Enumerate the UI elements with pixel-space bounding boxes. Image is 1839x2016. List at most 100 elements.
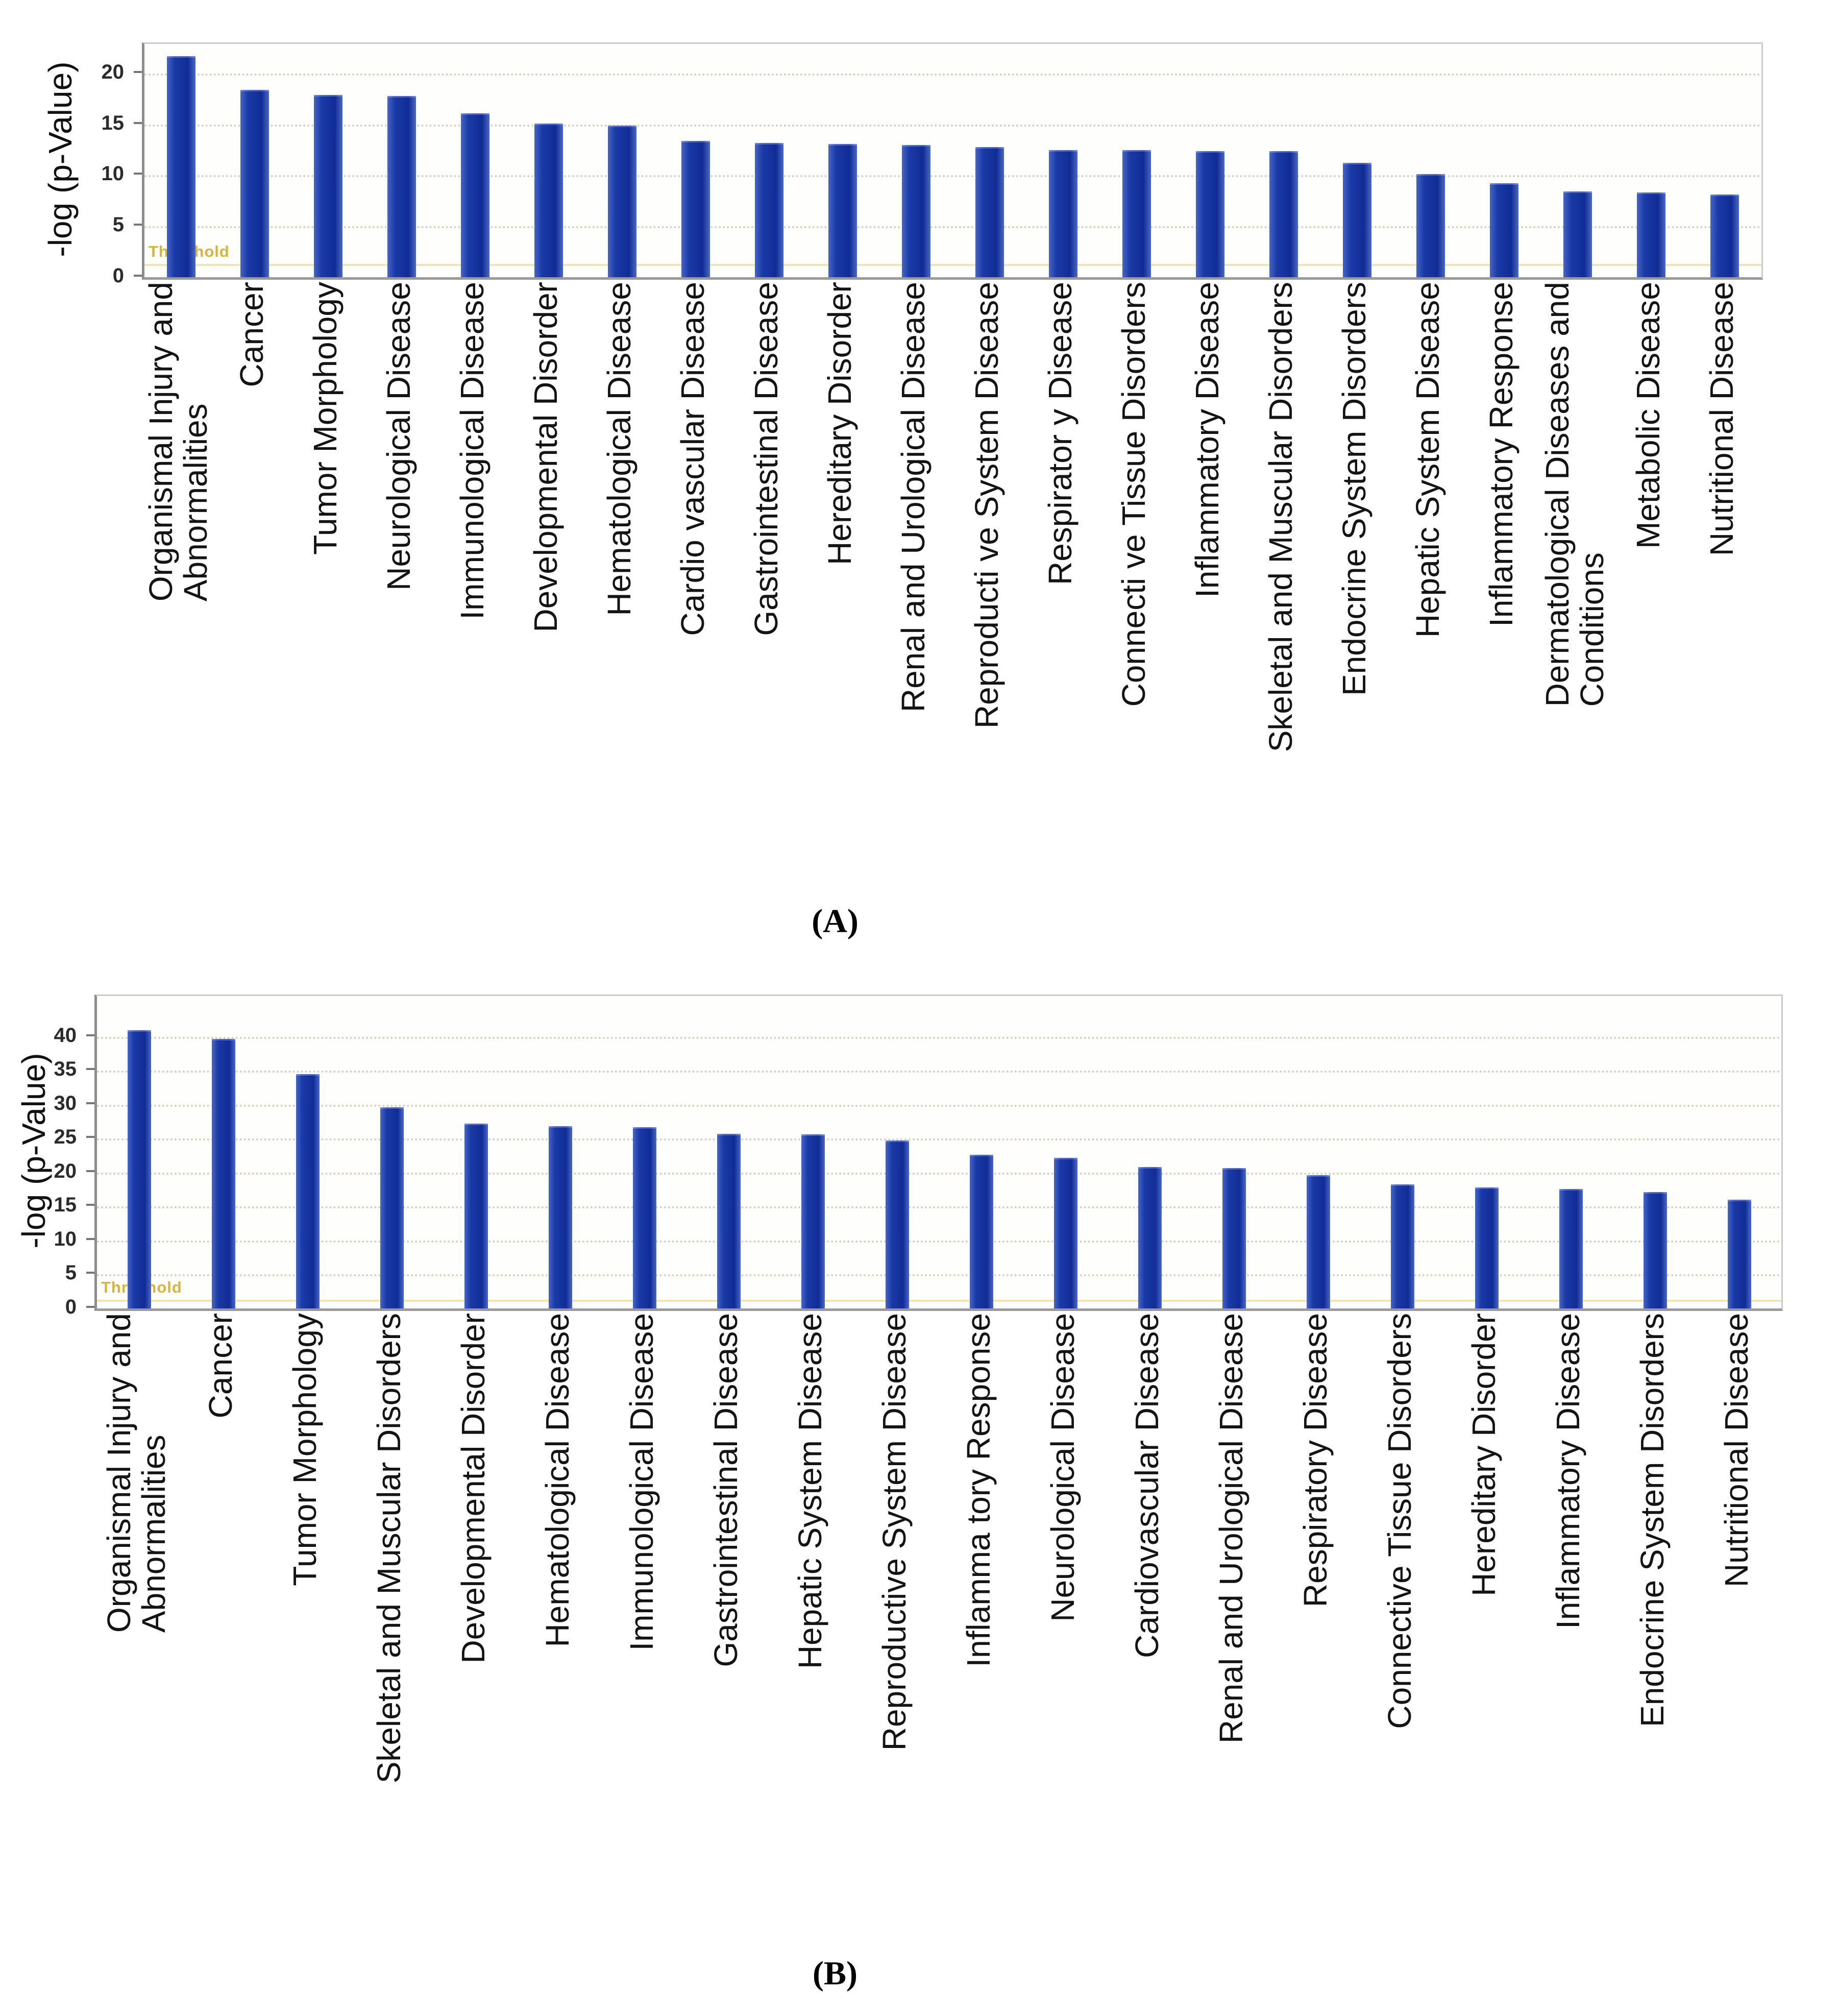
gridline-y-20 (97, 1172, 1781, 1175)
bar-inflammatory-response (1490, 183, 1518, 277)
x-axis-label: Organismal Injury and Abnormalities (142, 282, 214, 602)
gridline-y-35 (97, 1071, 1781, 1073)
y-tick-mark (86, 1068, 94, 1071)
bar-connective-tissue-disorders (1390, 1184, 1414, 1308)
y-tick-label: 0 (112, 264, 124, 287)
x-axis-label: Gastrointestinal Disease (707, 1313, 744, 1667)
bar-reproducti-ve-system-disease (975, 147, 1004, 277)
gridline-y-15 (97, 1206, 1781, 1209)
x-axis-label: Renal and Urological Disease (1212, 1313, 1249, 1744)
bar-inflammatory-disease (1196, 151, 1224, 277)
y-tick-label: 40 (54, 1024, 77, 1047)
gridline-y-40 (97, 1036, 1781, 1039)
bar-connecti-ve-tissue-disorders (1122, 150, 1151, 277)
x-axis-label: Nutritional Disease (1718, 1313, 1755, 1588)
gridline-y-5 (97, 1274, 1781, 1277)
bar-tumor-morphology (296, 1074, 320, 1308)
bar-dermatological-diseases-and-conditions (1563, 191, 1592, 277)
x-axis-label: Cardio vascular Disease (674, 282, 712, 636)
x-axis-label: Skeletal and Muscular Disorders (370, 1313, 407, 1784)
x-axis-label: Connective Tissue Disorders (1381, 1313, 1418, 1729)
bar-inflammatory-disease (1559, 1188, 1583, 1308)
x-axis-label: Metabolic Disease (1630, 282, 1667, 549)
bar-reproductive-system-disease (885, 1140, 909, 1308)
panel-caption-b: (B) (813, 1955, 857, 1992)
y-tick-mark (86, 1034, 94, 1036)
x-axis-label: Cancer (233, 282, 271, 387)
bar-immunological-disease (461, 113, 489, 277)
x-axis-label: Endocrine System Disorders (1336, 282, 1373, 696)
bar-hepatic-system-disease (1416, 174, 1445, 277)
gridline-y-10 (97, 1240, 1781, 1243)
bar-endocrine-system-disorders (1343, 163, 1371, 277)
gridline-y-20 (144, 73, 1761, 76)
y-tick-mark (86, 1170, 94, 1172)
x-axis-label: Inflammatory Disease (1189, 282, 1226, 598)
bar-nutritional-disease (1727, 1200, 1751, 1308)
bar-renal-and-urological-disease (902, 144, 930, 277)
x-axis-label: Hematological Disease (601, 282, 638, 616)
bar-cardiovascular-disease (1138, 1167, 1162, 1308)
y-axis-title-b: -log (p-Value) (15, 1053, 52, 1249)
plot-area-b: Threshold (94, 994, 1783, 1311)
x-axis-label: Hematological Disease (538, 1313, 576, 1647)
bar-hereditary-disorder (828, 143, 857, 277)
bar-cancer (211, 1038, 235, 1308)
y-tick-mark (86, 1306, 94, 1308)
x-axis-label: Hepatic System Disease (791, 1313, 828, 1669)
x-axis-label: Respiratory Disease (1296, 1313, 1334, 1608)
bar-inflamma-tory-response (969, 1155, 993, 1308)
bar-nutritional-disease (1710, 195, 1739, 277)
y-tick-mark (86, 1102, 94, 1104)
x-axis-label: Inflammatory Disease (1549, 1313, 1586, 1629)
x-axis-label: Renal and Urological Disease (895, 282, 932, 713)
y-tick-mark (86, 1237, 94, 1240)
x-axis-label: Reproductive System Disease (875, 1313, 913, 1751)
gridline-y-10 (144, 175, 1761, 178)
y-tick-label: 15 (101, 111, 125, 134)
y-tick-label: 0 (65, 1296, 77, 1318)
x-axis-label: Developmental Disorder (527, 282, 565, 633)
bar-hereditary-disorder (1475, 1187, 1499, 1308)
threshold-line (144, 264, 1761, 266)
bar-developmental-disorder (534, 123, 563, 277)
panel-caption-a: (A) (812, 903, 859, 940)
y-tick-mark (134, 275, 142, 277)
y-tick-mark (86, 1272, 94, 1274)
bar-tumor-morphology (314, 94, 342, 277)
x-axis-label: Neurological Disease (380, 282, 418, 591)
bar-hematological-disease (608, 125, 636, 277)
bar-skeletal-and-muscular-disorders (380, 1107, 404, 1308)
bar-immunological-disease (632, 1127, 656, 1308)
bar-skeletal-and-muscular-disorders (1269, 151, 1298, 277)
x-axis-label: Neurological Disease (1044, 1313, 1081, 1622)
bar-organismal-injury-and-abnormalities (167, 56, 195, 277)
bar-cardio-vascular-disease (681, 140, 710, 277)
y-tick-label: 5 (112, 213, 124, 236)
y-tick-label: 10 (54, 1227, 77, 1250)
y-tick-mark (134, 70, 142, 73)
bar-endocrine-system-disorders (1643, 1192, 1667, 1308)
x-axis-label: Hepatic System Disease (1409, 282, 1446, 638)
x-axis-label: Inflamma tory Response (960, 1313, 997, 1667)
gridline-y-15 (144, 124, 1761, 127)
x-axis-label: Skeletal and Muscular Disorders (1262, 282, 1299, 752)
bar-cancer (240, 89, 269, 277)
bar-respirator-y-disease (1049, 150, 1077, 277)
bar-neurological-disease (387, 95, 416, 277)
y-tick-label: 5 (65, 1261, 77, 1284)
x-axis-label: Tumor Morphology (286, 1313, 323, 1586)
x-axis-label: Organismal Injury and Abnormalities (100, 1313, 172, 1633)
y-tick-label: 10 (101, 162, 125, 185)
bar-renal-and-urological-disease (1222, 1168, 1246, 1308)
y-tick-label: 20 (54, 1159, 77, 1182)
gridline-y-25 (97, 1138, 1781, 1141)
y-tick-mark (134, 173, 142, 175)
gridline-y-5 (144, 226, 1761, 229)
y-tick-mark (134, 224, 142, 226)
x-axis-label: Respirator y Disease (1042, 282, 1079, 585)
x-axis-label: Hereditary Disorder (821, 282, 859, 565)
bar-neurological-disease (1053, 1157, 1077, 1308)
bar-hepatic-system-disease (801, 1134, 825, 1308)
x-axis-label: Cardiovascular Disease (1128, 1313, 1165, 1658)
